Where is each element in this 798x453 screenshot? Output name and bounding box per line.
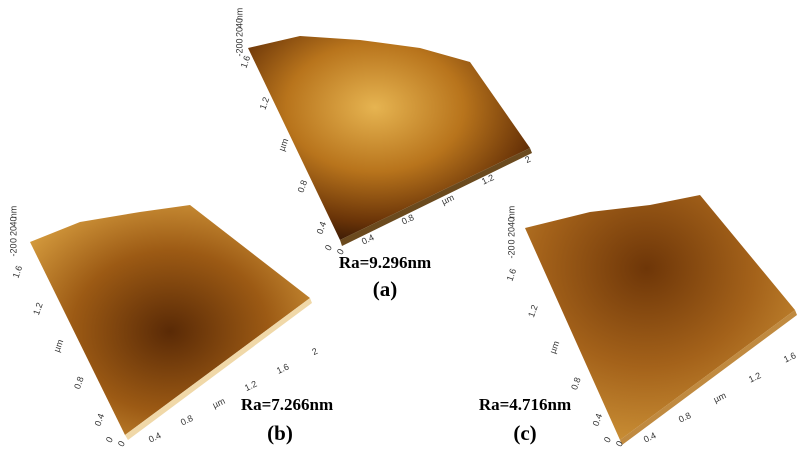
x-tick-label: 1.2: [747, 370, 763, 384]
x-tick-label: 2: [310, 346, 319, 357]
y-tick-label: 1.2: [258, 96, 272, 111]
z-tick-label: -20: [8, 243, 18, 256]
y-tick-label: 1.6: [505, 267, 519, 282]
x-tick-label: 0.4: [147, 430, 163, 444]
origin-label: 0: [116, 439, 127, 448]
z-tick-label: 20: [506, 227, 516, 237]
z-tick-label: nm: [506, 206, 516, 219]
y-tick-label: 1.2: [526, 303, 540, 318]
z-tick-label: 0: [234, 38, 244, 43]
z-tick-label: 0: [506, 239, 516, 244]
z-tick-label: 20: [8, 226, 18, 236]
z-tick-label: 40: [234, 18, 244, 28]
origin-label: 0: [104, 435, 115, 444]
roughness: Ra=7.266nm: [241, 395, 333, 414]
z-tick-label: 0: [8, 238, 18, 243]
x-tick-label: µm: [211, 396, 227, 410]
x-tick-label: 1.6: [782, 350, 798, 364]
z-tick-label: 20: [234, 27, 244, 37]
y-tick-label: µm: [548, 340, 562, 355]
x-tick-label: 0.8: [179, 413, 195, 427]
panel-label: (c): [513, 421, 536, 445]
origin-label: 0: [323, 243, 334, 252]
y-tick-label: 0.4: [315, 220, 329, 235]
x-tick-label: 1.6: [275, 361, 291, 375]
x-tick-label: 0.4: [642, 430, 658, 444]
x-tick-label: 0.8: [677, 410, 693, 424]
panel-label: (b): [267, 421, 293, 445]
y-tick-label: 0.8: [569, 376, 583, 391]
z-tick-label: 40: [506, 217, 516, 227]
y-tick-label: 1.2: [31, 301, 45, 316]
z-tick-label: nm: [8, 206, 18, 219]
y-tick-label: 0.4: [93, 412, 107, 427]
y-tick-label: 1.6: [11, 264, 25, 279]
x-tick-label: 2: [523, 154, 532, 165]
x-tick-label: µm: [712, 390, 728, 404]
y-tick-label: 0.8: [72, 375, 86, 390]
panel-label: (a): [373, 277, 398, 301]
z-tick-label: -20: [506, 245, 516, 258]
y-tick-label: µm: [277, 137, 291, 152]
figure: nm40200-201.61.2µm0.80.40.40.8µm1.2200Ra…: [0, 0, 798, 453]
y-tick-label: µm: [52, 338, 66, 353]
z-tick-label: 40: [8, 216, 18, 226]
origin-label: 0: [602, 435, 613, 444]
y-tick-label: 0.8: [296, 179, 310, 194]
surface-a: [248, 36, 532, 246]
x-tick-label: 1.2: [243, 379, 259, 393]
roughness: Ra=9.296nm: [339, 253, 431, 272]
roughness: Ra=4.716nm: [479, 395, 571, 414]
y-tick-label: 0.4: [591, 412, 605, 427]
